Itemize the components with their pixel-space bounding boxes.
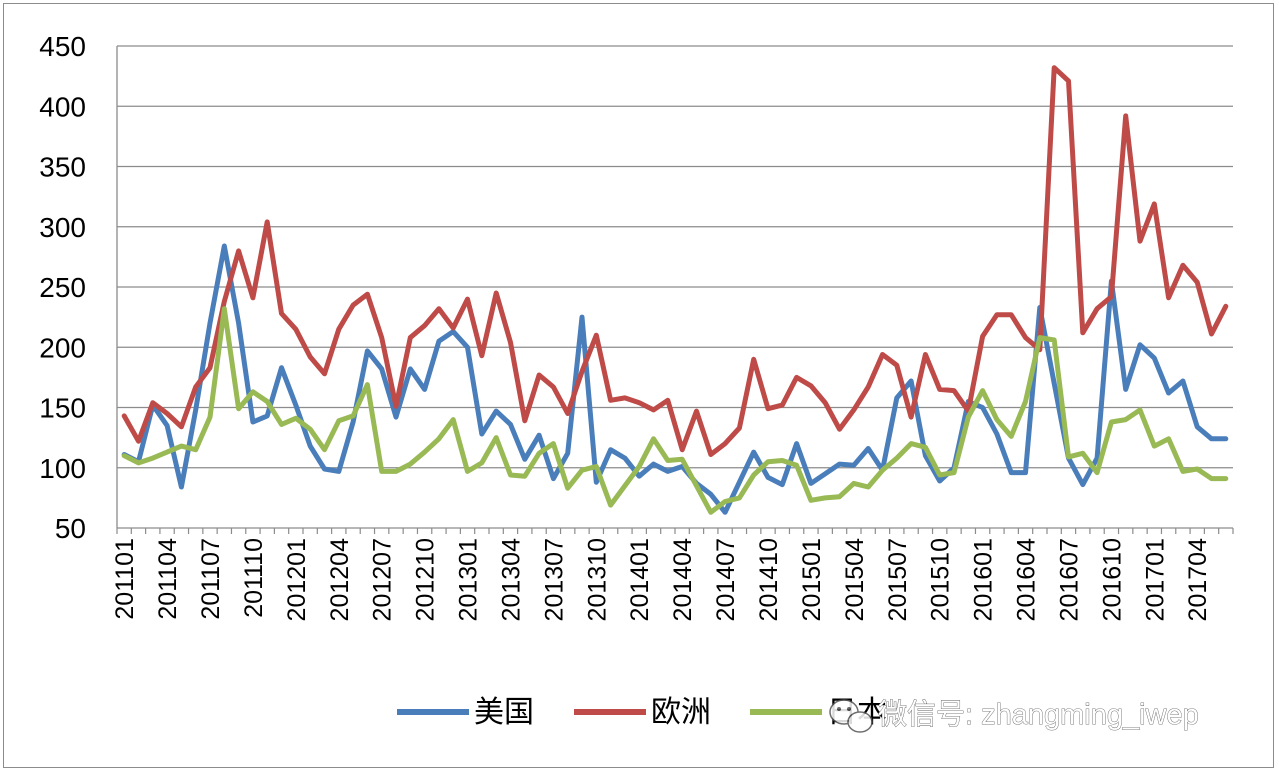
axes [116, 46, 1234, 534]
x-tick-label: 201507 [884, 538, 912, 621]
y-tick-label: 250 [39, 272, 86, 303]
x-tick-label: 201601 [970, 538, 998, 621]
wechat-watermark: 微信号: zhangming_iwep [829, 698, 1199, 733]
x-tick-label: 201304 [497, 538, 525, 622]
x-tick-label: 201504 [841, 538, 869, 622]
chart-frame: 50 100 150 200 250 300 350 400 450 201101 201104 2… [3, 3, 1274, 768]
y-tick-label: 350 [39, 152, 86, 183]
x-tick-label: 201110 [240, 538, 268, 618]
legend-label-usa: 美国 [474, 696, 534, 729]
x-tick-label: 201404 [669, 538, 697, 622]
wechat-logo-icon [829, 699, 873, 733]
x-tick-label: 201701 [1141, 538, 1169, 621]
x-tick-label: 201101 [111, 538, 139, 620]
y-tick-label: 150 [39, 393, 86, 424]
x-tick-label: 201407 [712, 538, 740, 621]
y-tick-label: 50 [55, 513, 86, 544]
watermark-text: 微信号: zhangming_iwep [878, 698, 1199, 731]
x-tick-label: 201310 [583, 538, 611, 621]
gridlines [117, 45, 1233, 469]
x-axis-tick-labels: 201101 201104 201107 201110 201201 201204 2012… [111, 538, 1212, 622]
x-tick-label: 201301 [455, 538, 483, 621]
x-tick-label: 201107 [197, 538, 225, 620]
series-lines [121, 65, 1229, 515]
x-tick-label: 201204 [326, 538, 354, 622]
y-axis-tick-labels: 50 100 150 200 250 300 350 400 450 [39, 31, 86, 544]
y-tick-label: 450 [39, 31, 86, 62]
x-tick-label: 201207 [369, 538, 397, 621]
x-tick-label: 201501 [798, 538, 826, 621]
x-tick-label: 201410 [755, 538, 783, 621]
x-tick-label: 201510 [927, 538, 955, 621]
x-tick-label: 201307 [540, 538, 568, 621]
legend: 美国 欧洲 日本 [397, 696, 887, 729]
y-tick-label: 300 [39, 212, 86, 243]
x-tick-label: 201104 [154, 538, 182, 620]
x-tick-label: 201401 [626, 538, 654, 621]
legend-label-europe: 欧洲 [651, 696, 711, 729]
x-tick-label: 201604 [1013, 538, 1041, 622]
series-line-japan [121, 306, 1229, 515]
x-tick-label: 201610 [1098, 538, 1126, 621]
series-line-europe [121, 65, 1229, 457]
x-tick-label: 201704 [1184, 538, 1212, 622]
x-tick-label: 201201 [283, 538, 311, 621]
x-tick-label: 201210 [412, 538, 440, 621]
y-tick-label: 400 [39, 91, 86, 122]
y-tick-label: 200 [39, 332, 86, 363]
y-tick-label: 100 [39, 453, 86, 484]
x-tick-label: 201607 [1055, 538, 1083, 621]
